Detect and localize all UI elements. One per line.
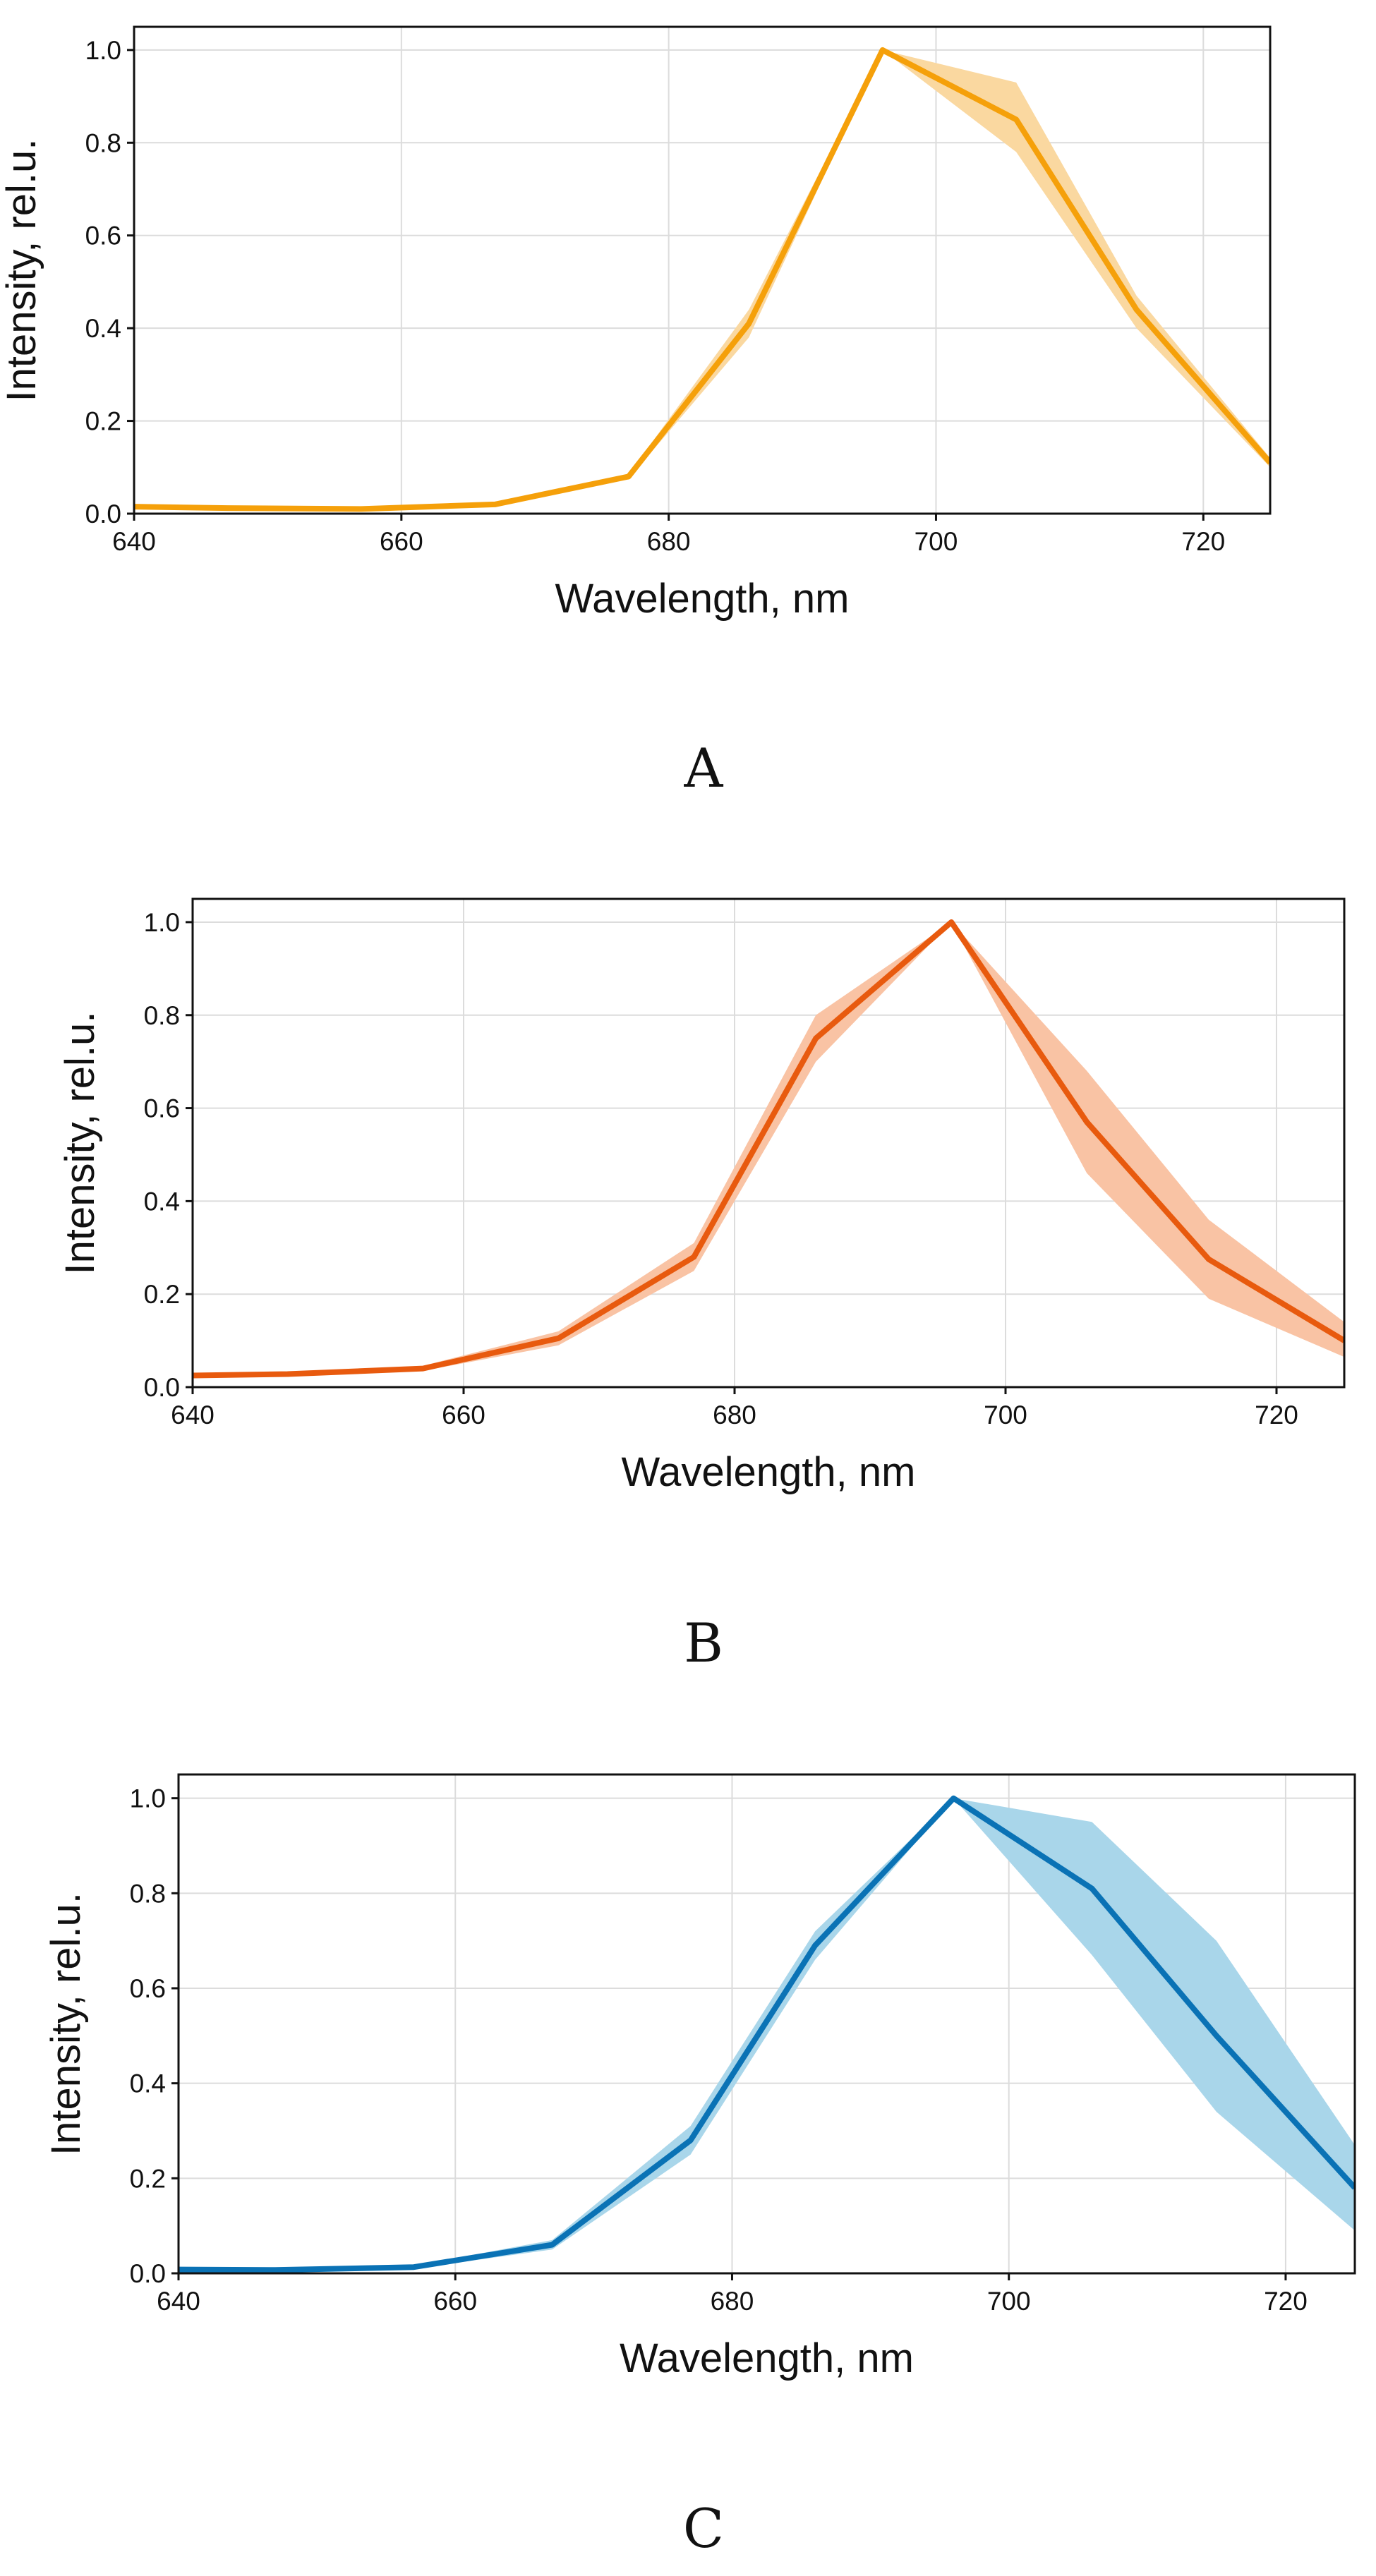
y-tick-label: 0.4 [144,1187,180,1216]
x-tick-label: 680 [713,1401,756,1429]
series-line-c [179,1795,1355,2273]
y-tick-label: 0.2 [85,407,121,436]
y-tick-label: 1.0 [144,908,180,937]
x-tick-label: 660 [380,527,423,556]
panel-label: B [684,1611,723,1674]
x-tick-label: 640 [157,2287,200,2316]
plot-frame [191,897,1346,1389]
y-tick-label: 0.0 [144,1373,180,1402]
plot-frame [133,25,1272,515]
plot-area [179,1795,1355,2273]
y-tick-label: 0.4 [85,314,121,343]
y-tick-label: 0.6 [85,222,121,250]
series-band-a [134,49,1270,510]
x-tick-label: 700 [987,2287,1031,2316]
x-tick-label: 660 [442,1401,485,1429]
x-tick-label: 720 [1264,2287,1308,2316]
x-axis-title: Wavelength, nm [620,2335,914,2381]
panel-label: C [683,2497,724,2560]
chart-panel-a: 640 660 680 700 720 0.0 0.2 0.4 0.6 0.8 1.0 Wavelen… [0,25,1272,799]
x-axis-title: Wavelength, nm [555,576,850,622]
y-tick-label: 0.0 [130,2259,166,2288]
y-tick-label: 0.8 [130,1879,166,1908]
y-tick-label: 0.0 [85,500,121,528]
x-tick-label: 640 [171,1401,215,1429]
x-tick-label: 640 [112,527,156,556]
panel-label: A [684,737,724,799]
y-tick-label: 1.0 [130,1784,166,1813]
y-tick-label: 0.8 [85,128,121,157]
chart-panel-c: 640 660 680 700 720 0.0 0.2 0.4 0.6 0.8 1.0 Wavelen… [43,1773,1356,2560]
chart-panel-b: 640 660 680 700 720 0.0 0.2 0.4 0.6 0.8 1.0 Wavelen… [57,897,1346,1674]
y-tick-label: 0.2 [144,1280,180,1309]
x-tick-label: 660 [433,2287,477,2316]
y-tick-label: 0.8 [144,1001,180,1030]
x-tick-label: 680 [711,2287,754,2316]
x-tick-label: 720 [1181,527,1225,556]
series-band-c [179,1798,1355,2271]
y-axis-title: Intensity, rel.u. [57,1012,103,1275]
series-line-a [134,47,1270,512]
y-tick-label: 0.4 [130,2069,166,2098]
plot-frame [177,1773,1356,2275]
y-tick-label: 1.0 [85,36,121,65]
y-tick-label: 0.2 [130,2164,166,2193]
y-tick-label: 0.6 [144,1094,180,1123]
y-axis-title: Intensity, rel.u. [0,139,44,402]
plot-area [134,47,1270,512]
x-tick-label: 720 [1255,1401,1298,1429]
y-axis-title: Intensity, rel.u. [43,1892,89,2155]
x-tick-label: 700 [984,1401,1027,1429]
series-line-b [193,919,1344,1379]
x-axis-title: Wavelength, nm [622,1449,916,1495]
series-band-b [193,922,1344,1377]
x-tick-label: 680 [647,527,691,556]
plot-area [193,919,1344,1379]
x-tick-label: 700 [915,527,958,556]
y-tick-label: 0.6 [130,1974,166,2003]
